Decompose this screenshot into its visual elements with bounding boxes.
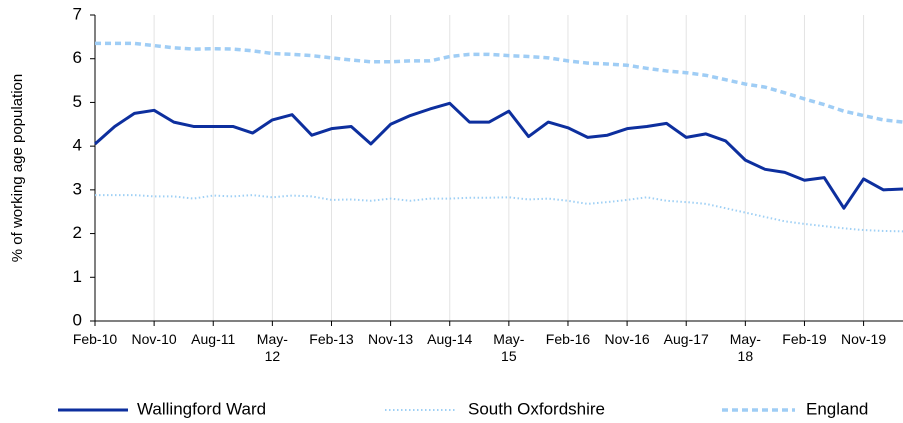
y-tick-label: 2	[73, 223, 82, 242]
x-tick-label: Feb-16	[545, 331, 591, 347]
x-tick-label: Nov-10	[131, 331, 177, 347]
x-tick-label: May- 15	[493, 331, 525, 364]
y-tick-label: 3	[73, 179, 82, 198]
y-axis-label: % of working age population	[9, 74, 26, 262]
x-tick-label: Nov-19	[841, 331, 887, 347]
y-tick-label: 6	[73, 48, 82, 67]
legend-label: England	[806, 399, 868, 418]
x-tick-label: Feb-19	[782, 331, 827, 347]
y-tick-label: 7	[73, 4, 82, 23]
x-tick-label: Feb-13	[309, 331, 354, 347]
line-series	[94, 101, 903, 210]
y-tick-label: 1	[73, 267, 82, 286]
x-tick-label: May- 18	[729, 331, 761, 364]
x-tick-label: Nov-16	[604, 331, 650, 347]
x-tick-label: Nov-13	[368, 331, 414, 347]
y-tick-label: 4	[73, 136, 82, 155]
x-tick-label: Aug-14	[427, 331, 473, 347]
legend-label: Wallingford Ward	[137, 399, 266, 418]
line-series	[95, 41, 903, 124]
x-tick-label: Aug-17	[663, 331, 709, 347]
legend-label: South Oxfordshire	[468, 399, 605, 418]
y-tick-label: 5	[73, 92, 82, 111]
x-tick-label: Aug-11	[191, 331, 236, 347]
x-tick-label: May- 12	[256, 331, 288, 364]
line-series	[95, 194, 903, 233]
x-tick-label: Feb-10	[72, 331, 118, 347]
y-tick-label: 0	[73, 310, 82, 329]
